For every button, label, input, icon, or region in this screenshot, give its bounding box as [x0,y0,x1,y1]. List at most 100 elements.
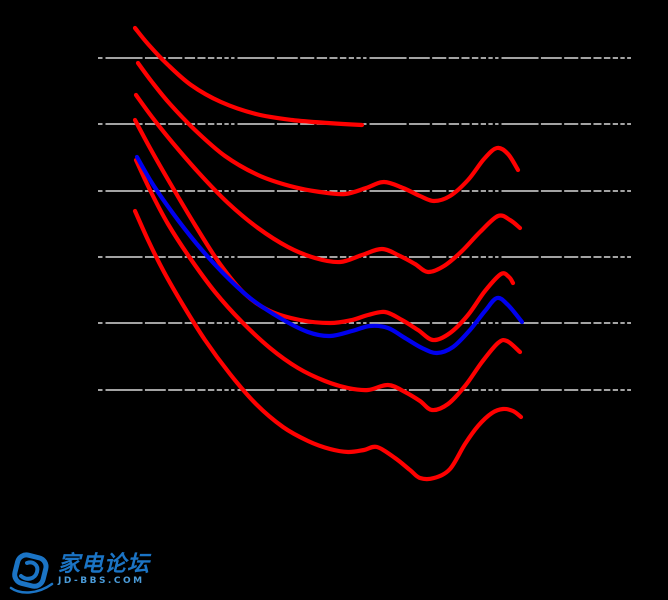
log-minor-tick [610,321,613,325]
log-minor-tick [327,255,330,259]
log-minor-tick [205,56,208,60]
log-minor-tick [478,321,481,325]
log-minor-tick [492,56,496,60]
log-minor-tick [429,122,433,126]
log-decade-tick [498,55,502,61]
log-minor-tick [195,122,198,126]
log-minor-tick [469,56,472,60]
log-minor-tick [182,321,185,325]
log-minor-tick [337,189,340,193]
log-minor-tick [297,321,301,325]
log-decade-tick [366,188,370,194]
forum-logo-swoosh-icon [9,552,54,594]
log-decade-tick [498,121,502,127]
log-minor-tick [478,255,481,259]
log-minor-tick [446,189,449,193]
log-minor-tick [297,189,301,193]
log-minor-tick [406,122,409,126]
log-minor-tick [297,255,301,259]
log-minor-tick [360,56,364,60]
log-minor-tick [314,56,317,60]
log-minor-tick [337,56,340,60]
log-minor-tick [165,56,169,60]
log-minor-tick [337,255,340,259]
log-minor-tick [485,122,489,126]
log-decade-tick [102,188,106,194]
log-minor-tick [469,321,472,325]
log-minor-tick [601,321,604,325]
log-minor-tick [561,321,565,325]
forum-logo-chinese-text: 家电论坛 [58,552,151,577]
log-minor-tick [561,388,565,392]
log-minor-tick [538,388,541,392]
log-minor-tick [624,321,628,325]
forum-logo-domain-text: JD-BBS.COM [58,576,145,586]
log-minor-tick [195,56,198,60]
forum-logo-text: 家电论坛 JD-BBS.COM [58,554,150,586]
log-minor-tick [459,189,462,193]
log-minor-tick [469,189,472,193]
log-minor-tick [591,56,594,60]
log-minor-tick [182,122,185,126]
log-minor-tick [142,388,145,392]
log-minor-tick [478,189,481,193]
log-minor-tick [617,189,621,193]
log-decade-tick [498,254,502,260]
log-minor-tick [274,321,277,325]
log-minor-tick [538,122,541,126]
log-minor-tick [617,255,621,259]
log-minor-tick [274,189,277,193]
log-decade-tick [102,387,106,393]
log-minor-tick [624,388,628,392]
series-red-curve-3 [133,92,523,275]
log-decade-tick [366,55,370,61]
log-minor-tick [624,56,628,60]
log-decade-tick [498,188,502,194]
log-minor-tick [429,56,433,60]
log-decade-tick [102,320,106,326]
log-minor-tick [195,189,198,193]
log-minor-tick [297,388,301,392]
log-minor-tick [624,122,628,126]
log-minor-tick [601,56,604,60]
log-minor-tick [221,321,225,325]
log-minor-tick [601,122,604,126]
log-minor-tick [446,56,449,60]
log-minor-tick [274,122,277,126]
log-minor-tick [346,189,349,193]
series-blue-curve [134,154,525,356]
log-decade-tick [234,188,238,194]
log-decade-tick [102,254,106,260]
log-decade-tick [102,55,106,61]
log-minor-tick [578,388,581,392]
log-minor-tick [561,56,565,60]
log-minor-tick [297,122,301,126]
log-minor-tick [274,255,277,259]
log-minor-tick [195,388,198,392]
log-minor-tick [538,189,541,193]
series-red-curve-6 [132,208,524,482]
log-minor-tick [485,321,489,325]
log-minor-tick [228,388,232,392]
log-minor-tick [591,388,594,392]
log-minor-tick [617,56,621,60]
log-minor-tick [205,388,208,392]
log-minor-tick [561,189,565,193]
log-minor-tick [353,56,357,60]
log-minor-tick [142,56,145,60]
log-minor-tick [142,321,145,325]
log-minor-tick [446,321,449,325]
log-minor-tick [406,56,409,60]
log-minor-tick [601,189,604,193]
log-minor-tick [182,56,185,60]
log-minor-tick [214,388,217,392]
log-minor-tick [353,321,357,325]
log-decade-tick [234,320,238,326]
log-minor-tick [610,388,613,392]
log-minor-tick [165,122,169,126]
log-minor-tick [617,388,621,392]
log-minor-tick [578,189,581,193]
log-minor-tick [327,189,330,193]
log-minor-tick [591,321,594,325]
log-minor-tick [610,56,613,60]
